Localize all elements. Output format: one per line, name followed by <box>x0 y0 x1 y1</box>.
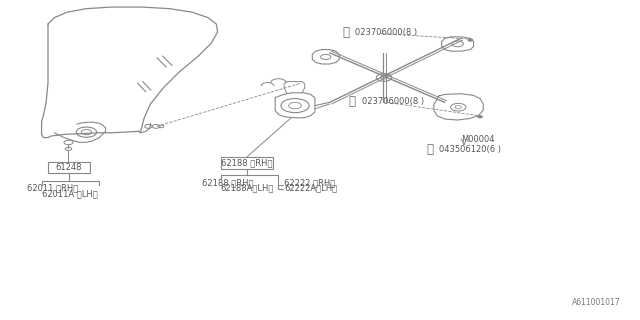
Text: 62222 〈RH〉: 62222 〈RH〉 <box>284 179 335 188</box>
Text: 043506120(6 ): 043506120(6 ) <box>439 145 501 154</box>
Text: A611001017: A611001017 <box>572 298 621 307</box>
Text: 023706000(8 ): 023706000(8 ) <box>355 28 417 37</box>
Text: 62188 〈RH〉: 62188 〈RH〉 <box>202 179 253 188</box>
Text: 62011A 〈LH〉: 62011A 〈LH〉 <box>42 189 97 198</box>
Text: 023706000(8 ): 023706000(8 ) <box>362 97 424 106</box>
Text: 62188A〈LH〉: 62188A〈LH〉 <box>221 184 274 193</box>
Text: Ⓢ: Ⓢ <box>427 143 434 156</box>
Bar <box>221 157 273 169</box>
Text: M00004: M00004 <box>461 135 494 144</box>
Text: Ⓝ: Ⓝ <box>349 95 356 108</box>
Circle shape <box>468 39 473 41</box>
Text: 62188 〈RH〉: 62188 〈RH〉 <box>221 158 273 167</box>
Text: Ⓝ: Ⓝ <box>342 26 349 39</box>
Bar <box>48 162 90 173</box>
Text: 62222A〈LH〉: 62222A〈LH〉 <box>284 184 337 193</box>
Text: 62011 〈RH〉: 62011 〈RH〉 <box>27 184 78 193</box>
Text: 61248: 61248 <box>56 163 83 172</box>
Circle shape <box>477 116 483 118</box>
